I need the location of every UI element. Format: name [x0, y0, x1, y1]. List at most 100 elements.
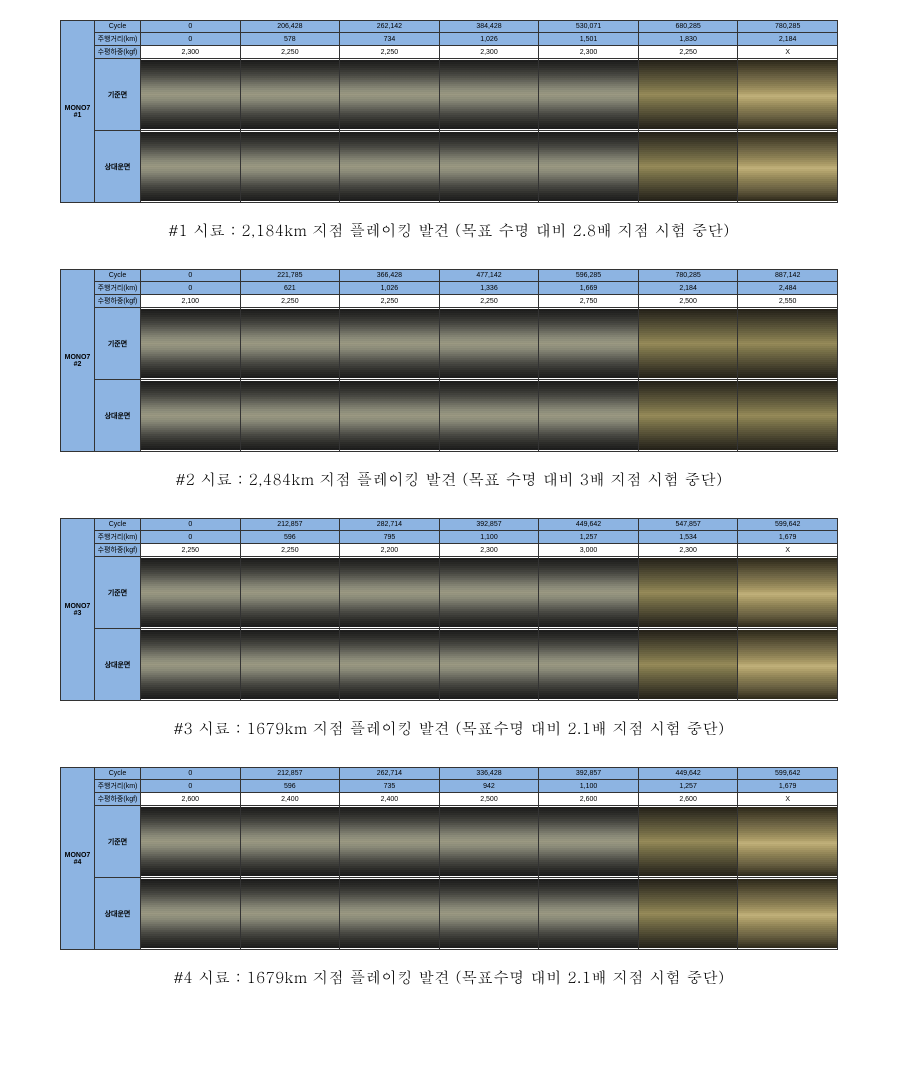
- distance-value: 942: [439, 780, 539, 793]
- row-label-mate: 상대운면: [95, 878, 141, 950]
- roller-surface: [340, 807, 439, 876]
- roller-surface: [141, 807, 240, 876]
- roller-surface: [440, 381, 539, 450]
- roller-surface: [738, 60, 837, 129]
- col-header-cycle: Cycle: [95, 21, 141, 33]
- cycle-value: 262,714: [340, 768, 440, 780]
- specimen-image: [638, 878, 738, 950]
- row-label-mate: 상대운면: [95, 629, 141, 701]
- panel-side-label: MONO7#1: [61, 21, 95, 203]
- load-value: 2,200: [340, 544, 440, 557]
- load-value: 2,300: [638, 544, 738, 557]
- roller-surface: [440, 630, 539, 699]
- roller-surface: [539, 879, 638, 948]
- row-label-base: 기준면: [95, 308, 141, 380]
- load-value: 2,400: [240, 793, 340, 806]
- specimen-image: [141, 878, 241, 950]
- specimen-image: [539, 308, 639, 380]
- specimen-image: [340, 131, 440, 203]
- test-table: MONO7#2Cycle0221,785366,428477,142596,28…: [60, 269, 838, 452]
- roller-surface: [639, 630, 738, 699]
- specimen-image: [738, 557, 838, 629]
- specimen-image: [240, 59, 340, 131]
- panel-caption: #4 시료 : 1679km 지점 플레이킹 발견 (목표수명 대비 2.1배 …: [60, 966, 838, 988]
- panel-caption: #3 시료 : 1679km 지점 플레이킹 발견 (목표수명 대비 2.1배 …: [60, 717, 838, 739]
- test-panel: MONO7#3Cycle0212,857282,714392,857449,64…: [60, 518, 838, 739]
- load-value: 2,250: [141, 544, 241, 557]
- load-value: 2,250: [240, 46, 340, 59]
- specimen-image: [340, 59, 440, 131]
- roller-surface: [340, 132, 439, 201]
- roller-surface: [440, 309, 539, 378]
- distance-value: 1,679: [738, 780, 838, 793]
- specimen-image: [240, 131, 340, 203]
- distance-value: 734: [340, 33, 440, 46]
- cycle-value: 221,785: [240, 270, 340, 282]
- cycle-value: 282,714: [340, 519, 440, 531]
- specimen-image: [439, 878, 539, 950]
- test-panel: MONO7#4Cycle0212,857262,714336,428392,85…: [60, 767, 838, 988]
- roller-surface: [141, 879, 240, 948]
- col-header-distance: 주행거리(km): [95, 282, 141, 295]
- cycle-value: 780,285: [638, 270, 738, 282]
- specimen-image: [340, 878, 440, 950]
- col-header-cycle: Cycle: [95, 519, 141, 531]
- specimen-image: [340, 308, 440, 380]
- specimen-image: [638, 131, 738, 203]
- roller-surface: [639, 807, 738, 876]
- specimen-image: [539, 878, 639, 950]
- specimen-image: [141, 59, 241, 131]
- specimen-image: [738, 380, 838, 452]
- specimen-image: [439, 380, 539, 452]
- specimen-image: [141, 131, 241, 203]
- cycle-value: 780,285: [738, 21, 838, 33]
- specimen-image: [638, 59, 738, 131]
- cycle-value: 449,642: [539, 519, 639, 531]
- distance-value: 0: [141, 33, 241, 46]
- load-value: 2,400: [340, 793, 440, 806]
- specimen-image: [638, 806, 738, 878]
- cycle-value: 206,428: [240, 21, 340, 33]
- test-table: MONO7#1Cycle0206,428262,142384,428530,07…: [60, 20, 838, 203]
- roller-surface: [241, 630, 340, 699]
- specimen-image: [340, 380, 440, 452]
- col-header-load: 수평하중(kgf): [95, 544, 141, 557]
- distance-value: 0: [141, 282, 241, 295]
- row-label-mate: 상대운면: [95, 131, 141, 203]
- roller-surface: [340, 558, 439, 627]
- roller-surface: [141, 60, 240, 129]
- distance-value: 1,830: [638, 33, 738, 46]
- roller-surface: [539, 630, 638, 699]
- load-value: 2,300: [141, 46, 241, 59]
- col-header-cycle: Cycle: [95, 270, 141, 282]
- specimen-image: [340, 629, 440, 701]
- distance-value: 1,026: [340, 282, 440, 295]
- cycle-value: 887,142: [738, 270, 838, 282]
- specimen-image: [638, 380, 738, 452]
- test-table: MONO7#4Cycle0212,857262,714336,428392,85…: [60, 767, 838, 950]
- roller-surface: [738, 132, 837, 201]
- load-value: 2,600: [539, 793, 639, 806]
- roller-surface: [241, 381, 340, 450]
- load-value: X: [738, 46, 838, 59]
- roller-surface: [539, 807, 638, 876]
- roller-surface: [440, 879, 539, 948]
- roller-surface: [539, 60, 638, 129]
- cycle-value: 599,642: [738, 519, 838, 531]
- load-value: 2,600: [141, 793, 241, 806]
- roller-surface: [340, 60, 439, 129]
- load-value: 3,000: [539, 544, 639, 557]
- specimen-image: [240, 557, 340, 629]
- roller-surface: [141, 309, 240, 378]
- load-value: X: [738, 544, 838, 557]
- specimen-image: [439, 308, 539, 380]
- col-header-cycle: Cycle: [95, 768, 141, 780]
- roller-surface: [141, 558, 240, 627]
- specimen-image: [539, 806, 639, 878]
- specimen-image: [141, 308, 241, 380]
- distance-value: 1,100: [539, 780, 639, 793]
- specimen-image: [340, 806, 440, 878]
- roller-surface: [241, 132, 340, 201]
- roller-surface: [738, 381, 837, 450]
- specimen-image: [539, 557, 639, 629]
